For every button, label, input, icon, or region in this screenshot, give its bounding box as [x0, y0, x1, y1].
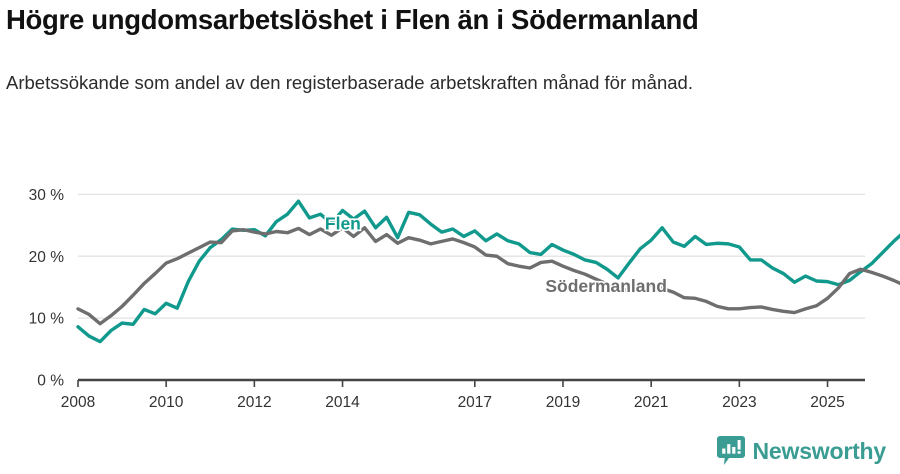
- y-tick-label: 30 %: [29, 187, 65, 204]
- x-tick-label: 2014: [325, 394, 360, 411]
- series-line-södermanland: [76, 226, 900, 326]
- x-tick-label: 2012: [237, 394, 271, 411]
- x-tick-label: 2021: [634, 394, 668, 411]
- series-annotations: Flen Södermanland: [323, 212, 668, 298]
- y-tick-label: 0 %: [37, 373, 64, 390]
- x-tick-label: 2023: [722, 394, 756, 411]
- x-tick-label: 2025: [810, 394, 844, 411]
- series-annotation-flen: Flen: [325, 214, 361, 234]
- x-tick-label: 2010: [149, 394, 184, 411]
- x-tick-label: 2017: [458, 394, 492, 411]
- bar-chart-bubble-icon: [716, 436, 745, 465]
- y-tick-label: 20 %: [29, 249, 65, 266]
- gridlines: [78, 193, 865, 382]
- footer-branding: Newsworthy: [716, 436, 887, 466]
- y-axis-tick-labels: 0 % 10 % 20 % 30 %: [29, 187, 65, 390]
- series-line-flen: [76, 199, 900, 344]
- brand-name: Newsworthy: [752, 437, 887, 464]
- y-tick-label: 10 %: [29, 311, 65, 328]
- chart-canvas: 0 % 10 % 20 % 30 % 2008 2010 2012 2014 2017 2019…: [29, 187, 900, 411]
- page-subtitle: Arbetssökande som andel av den registerb…: [6, 72, 693, 93]
- x-tick-label: 2008: [61, 394, 95, 411]
- x-tick-label: 2019: [546, 394, 580, 411]
- series-annotation-södermanland: Södermanland: [545, 276, 667, 296]
- line-chart: 0 % 10 % 20 % 30 % 2008 2010 2012 2014 2017 2019…: [0, 150, 900, 420]
- series-lines: [76, 199, 900, 344]
- x-axis-tick-labels: 2008 2010 2012 2014 2017 2019 2021 2023 2025: [61, 394, 845, 411]
- page-title: Högre ungdomsarbetslöshet i Flen än i Sö…: [6, 4, 699, 35]
- x-axis-ticks: [77, 380, 829, 387]
